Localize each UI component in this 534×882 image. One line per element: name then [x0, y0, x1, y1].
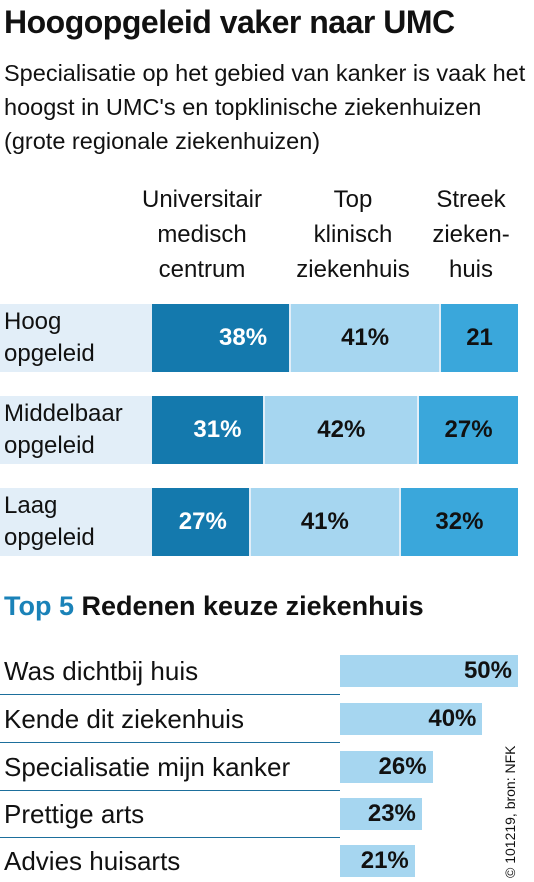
column-header-line: huis: [448, 256, 494, 283]
reason-label: Specialisatie mijn kanker: [4, 752, 291, 782]
bar-segment: 32%: [400, 488, 518, 556]
reason-label: Advies huisarts: [4, 846, 181, 876]
reason-row: Prettige arts 23%: [0, 794, 520, 834]
source-credit: © 101219, bron: NFK: [502, 745, 518, 878]
data-label: 21: [466, 324, 493, 351]
data-row: Middelbaar opgeleid 31% 42% 27%: [0, 396, 518, 464]
column-header-topklinisch: Top klinisch ziekenhuis: [282, 182, 424, 287]
data-row: Hoog opgeleid 38% 41% 21: [0, 304, 518, 372]
chart-subtitle: Specialisatie op het gebied van kanker i…: [4, 60, 526, 154]
row-label: Middelbaar opgeleid: [4, 398, 150, 462]
bar-segment: 38%: [152, 304, 290, 372]
row-separator: [0, 694, 340, 695]
row-label: Hoog opgeleid: [4, 306, 150, 370]
bar-segment: 27%: [419, 396, 518, 464]
section-title-accent: Top 5: [4, 591, 74, 621]
column-header-line: zieken-: [432, 221, 510, 248]
column-header-line: Universitair: [141, 186, 263, 213]
row-label-line: Middelbaar: [4, 400, 123, 427]
column-header-line: ziekenhuis: [296, 256, 410, 283]
reason-bar: [340, 845, 415, 877]
reason-label: Was dichtbij huis: [4, 656, 199, 686]
data-label: 32%: [435, 508, 484, 535]
data-label: 42%: [317, 416, 366, 443]
row-separator: [0, 742, 340, 743]
row-label-line: Laag: [4, 492, 58, 519]
reason-row: Specialisatie mijn kanker 26%: [0, 747, 520, 787]
reason-bar: [340, 798, 422, 830]
reason-bar: [340, 655, 518, 687]
column-header-line: centrum: [158, 256, 246, 283]
reason-row: Was dichtbij huis 50%: [0, 651, 520, 691]
bar-segment: 27%: [152, 488, 249, 556]
column-header-streek: Streek zieken- huis: [424, 182, 518, 287]
section-title-rest: Redenen keuze ziekenhuis: [81, 591, 424, 621]
data-label: 41%: [300, 508, 349, 535]
column-header-line: Streek: [436, 186, 506, 213]
data-label: 27%: [178, 508, 227, 535]
reason-value: 40%: [428, 705, 477, 732]
data-label: 38%: [219, 324, 268, 351]
row-label-line: opgeleid: [4, 432, 95, 459]
reason-label: Prettige arts: [4, 799, 145, 829]
column-header-line: Top: [333, 186, 373, 213]
data-label: 41%: [341, 324, 390, 351]
section-title: Top 5 Redenen keuze ziekenhuis: [4, 591, 424, 622]
reason-value: 50%: [463, 657, 512, 684]
reason-label: Kende dit ziekenhuis: [4, 704, 244, 734]
row-label: Laag opgeleid: [4, 490, 150, 554]
reason-value: 21%: [360, 847, 409, 874]
bar-segment: 21: [441, 304, 518, 372]
data-row: Laag opgeleid 27% 41% 32%: [0, 488, 518, 556]
data-label: 31%: [193, 416, 242, 443]
bar-segment: 42%: [265, 396, 418, 464]
reason-value: 26%: [378, 753, 427, 780]
bar-segment: 41%: [291, 304, 440, 372]
row-label-line: opgeleid: [4, 524, 95, 551]
reason-value: 23%: [367, 800, 416, 827]
bar-segment: 31%: [152, 396, 264, 464]
column-header-umc: Universitair medisch centrum: [128, 182, 276, 287]
reason-row: Kende dit ziekenhuis 40%: [0, 699, 520, 739]
column-header-line: medisch: [157, 221, 247, 248]
row-separator: [0, 790, 340, 791]
column-header-line: klinisch: [313, 221, 393, 248]
data-label: 27%: [444, 416, 493, 443]
reason-bar: [340, 703, 483, 735]
chart-title: Hoogopgeleid vaker naar UMC: [4, 4, 455, 40]
row-label-line: opgeleid: [4, 340, 95, 367]
reason-bar: [340, 751, 433, 783]
bar-segment: 41%: [250, 488, 399, 556]
row-label-line: Hoog: [4, 308, 62, 335]
reason-row: Advies huisarts 21%: [0, 841, 520, 881]
row-separator: [0, 837, 340, 838]
